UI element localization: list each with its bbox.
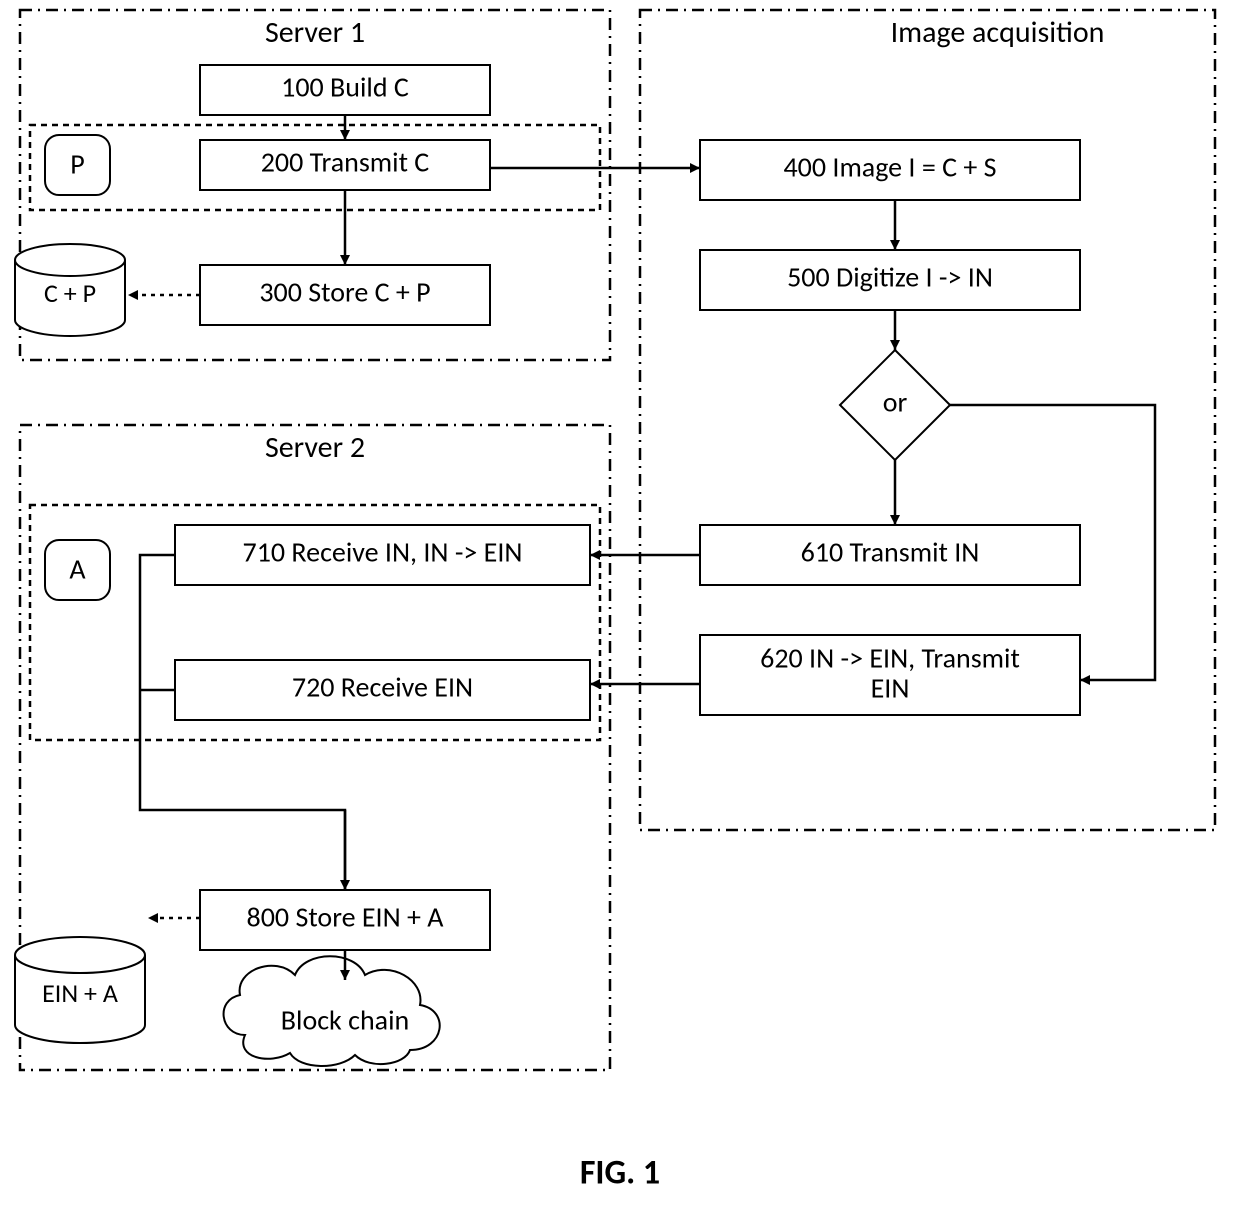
panel-server1-title: Server 1 — [265, 14, 365, 51]
node-n400-label: 400 Image I = C + S — [783, 150, 996, 185]
cloud-label: Block chain — [281, 1003, 409, 1038]
node-n610-label: 610 Transmit IN — [801, 535, 980, 570]
panel-image-acq-title: Image acquisition — [891, 14, 1105, 51]
db-cp-label: C + P — [44, 277, 96, 309]
node-P-label: P — [70, 147, 84, 182]
node-A-label: A — [69, 552, 86, 587]
node-n200-label: 200 Transmit C — [261, 145, 430, 180]
db-eina-label: EIN + A — [42, 977, 118, 1009]
decision-or-label: or — [883, 385, 908, 420]
node-n620-label2: EIN — [871, 671, 910, 706]
db-eina-top — [15, 937, 145, 973]
node-n720-label: 720 Receive EIN — [292, 670, 473, 705]
panel-server2-title: Server 2 — [265, 429, 365, 466]
node-n300-label: 300 Store C + P — [259, 275, 430, 310]
db-cp-top — [15, 244, 125, 276]
node-n800-label: 800 Store EIN + A — [247, 900, 445, 935]
node-n500-label: 500 Digitize I -> IN — [787, 260, 993, 295]
node-n100-label: 100 Build C — [281, 70, 409, 105]
node-n710-label: 710 Receive IN, IN -> EIN — [243, 535, 523, 570]
edge-e710_800poly — [140, 555, 345, 890]
figure-caption: FIG. 1 — [580, 1152, 660, 1193]
